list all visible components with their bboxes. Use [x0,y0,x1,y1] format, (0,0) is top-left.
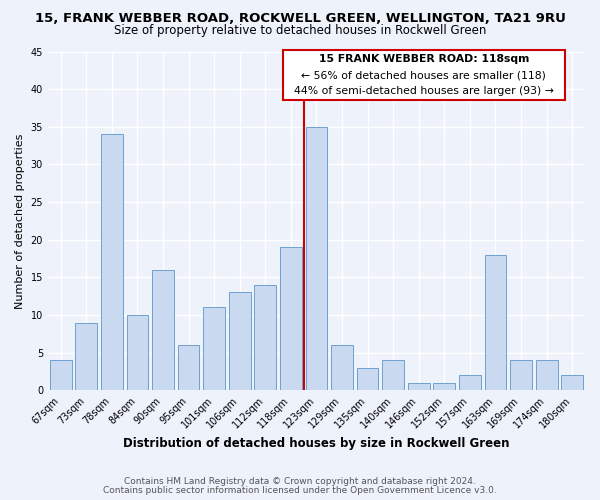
Text: 44% of semi-detached houses are larger (93) →: 44% of semi-detached houses are larger (… [294,86,554,97]
Bar [203,308,225,390]
Bar [127,315,148,390]
Text: ← 56% of detached houses are smaller (118): ← 56% of detached houses are smaller (11… [301,70,547,80]
Bar [152,270,174,390]
Bar [459,375,481,390]
Bar [76,322,97,390]
Bar [50,360,71,390]
Bar [331,345,353,391]
Bar [178,345,199,391]
FancyBboxPatch shape [283,50,565,100]
Text: 15, FRANK WEBBER ROAD, ROCKWELL GREEN, WELLINGTON, TA21 9RU: 15, FRANK WEBBER ROAD, ROCKWELL GREEN, W… [35,12,565,26]
Text: 15 FRANK WEBBER ROAD: 118sqm: 15 FRANK WEBBER ROAD: 118sqm [319,54,529,64]
Bar [280,247,302,390]
Text: Contains public sector information licensed under the Open Government Licence v3: Contains public sector information licen… [103,486,497,495]
Bar [229,292,251,390]
Bar [510,360,532,390]
Text: Contains HM Land Registry data © Crown copyright and database right 2024.: Contains HM Land Registry data © Crown c… [124,477,476,486]
Bar [536,360,557,390]
Bar [485,255,506,390]
Bar [433,383,455,390]
X-axis label: Distribution of detached houses by size in Rockwell Green: Distribution of detached houses by size … [123,437,510,450]
Bar [101,134,123,390]
Y-axis label: Number of detached properties: Number of detached properties [15,133,25,308]
Bar [382,360,404,390]
Text: Size of property relative to detached houses in Rockwell Green: Size of property relative to detached ho… [114,24,486,37]
Bar [254,285,276,391]
Bar [408,383,430,390]
Bar [562,375,583,390]
Bar [357,368,379,390]
Bar [305,127,328,390]
